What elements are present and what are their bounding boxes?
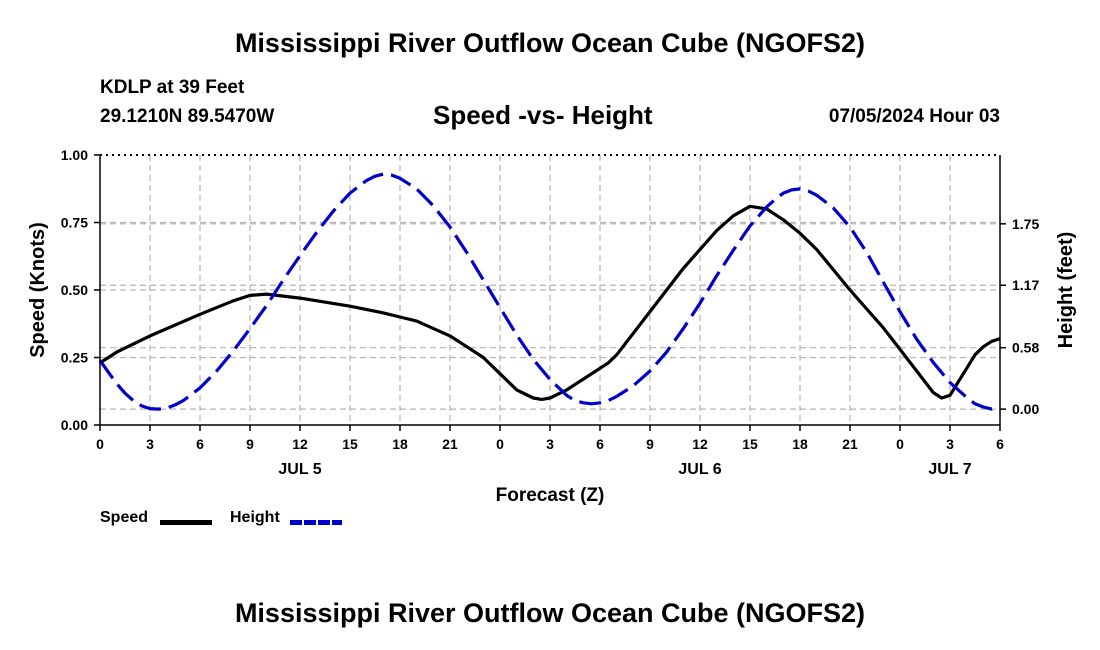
x-tick-label: 3	[546, 436, 554, 452]
y-left-axis-title: Speed (Knots)	[27, 222, 49, 358]
y-left-tick-label: 1.00	[61, 147, 88, 163]
x-tick-label: 15	[342, 436, 358, 452]
x-tick-label: 0	[896, 436, 904, 452]
y-left-tick-label: 0.25	[61, 350, 88, 366]
x-tick-label: 21	[442, 436, 458, 452]
legend-height-swatch	[290, 520, 342, 525]
x-tick-label: 15	[742, 436, 758, 452]
y-left-tick-label: 0.00	[61, 417, 88, 433]
station-coordinates: 29.1210N 89.5470W	[100, 106, 275, 127]
station-label: KDLP at 39 Feet	[100, 77, 245, 98]
chart-title: Mississippi River Outflow Ocean Cube (NG…	[234, 28, 866, 58]
legend-speed-label: Speed	[100, 509, 149, 526]
label-layer: 0 3 6 9 12 15 18 21 0 3 6 9 12 15 18 21 0 3 6 JUL 5 JUL 6 JUL…	[27, 147, 1077, 506]
x-tick-label: 3	[146, 436, 154, 452]
x-day-label: JUL 5	[278, 461, 321, 478]
x-tick-label: 12	[292, 436, 308, 452]
forecast-datetime: 07/05/2024 Hour 03	[828, 106, 1000, 127]
axes-layer	[94, 154, 1006, 431]
y-right-tick-label: 1.75	[1012, 216, 1039, 232]
y-right-tick-label: 0.58	[1012, 340, 1039, 356]
y-left-tick-label: 0.75	[61, 215, 88, 231]
y-right-tick-label: 0.00	[1012, 401, 1039, 417]
y-left-tick-label: 0.50	[61, 282, 88, 298]
legend-speed-swatch	[160, 520, 212, 525]
x-tick-label: 21	[842, 436, 858, 452]
x-tick-label: 0	[496, 436, 504, 452]
x-tick-label: 6	[196, 436, 204, 452]
x-tick-label: 6	[596, 436, 604, 452]
series-layer	[98, 172, 1001, 411]
x-tick-label: 12	[692, 436, 708, 452]
x-tick-label: 6	[996, 436, 1004, 452]
x-day-label: JUL 6	[678, 461, 721, 478]
grid-layer	[100, 155, 1000, 425]
x-tick-label: 0	[96, 436, 104, 452]
series-line-speed	[99, 204, 1001, 401]
x-tick-label: 9	[246, 436, 254, 452]
x-tick-label: 9	[646, 436, 654, 452]
x-tick-label: 18	[792, 436, 808, 452]
y-right-tick-label: 1.17	[1012, 277, 1039, 293]
chart-subtitle: Speed -vs- Height	[433, 100, 653, 130]
x-axis-title: Forecast (Z)	[496, 485, 605, 506]
y-right-axis-title: Height (feet)	[1055, 232, 1077, 349]
legend-height-label: Height	[230, 509, 280, 526]
x-tick-label: 18	[392, 436, 408, 452]
x-tick-label: 3	[946, 436, 954, 452]
series-line-height	[98, 172, 1001, 411]
x-day-label: JUL 7	[928, 461, 971, 478]
footer-title: Mississippi River Outflow Ocean Cube (NG…	[234, 598, 866, 628]
